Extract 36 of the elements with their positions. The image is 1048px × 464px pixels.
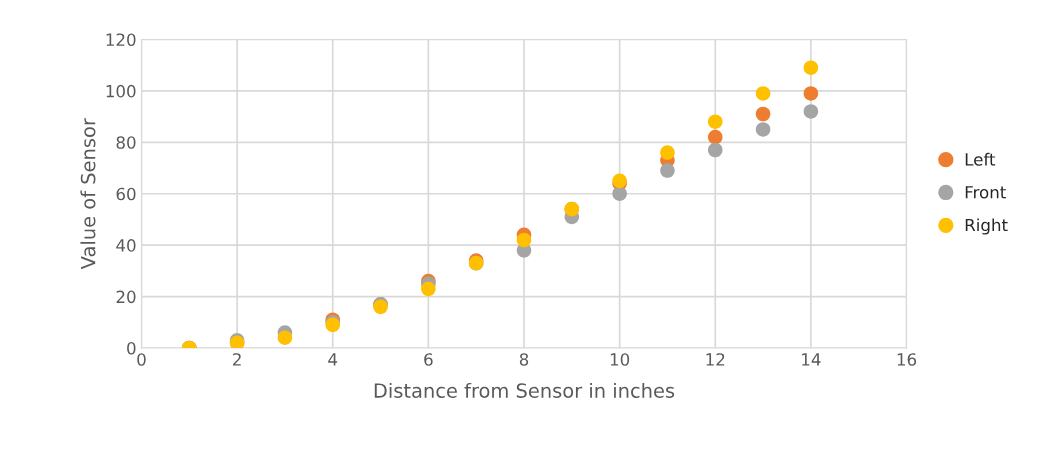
- point: [755, 86, 771, 101]
- y-tick-label: 80: [116, 136, 136, 149]
- legend-label: Right: [965, 218, 1008, 235]
- x-tick-label: 10: [610, 353, 630, 366]
- point: [277, 330, 293, 345]
- point: [707, 129, 723, 145]
- y-tick-label: 100: [106, 84, 136, 98]
- point: [755, 106, 771, 122]
- point: [660, 163, 675, 178]
- x-tick-label: 6: [424, 353, 433, 366]
- legend-label: Left: [965, 152, 996, 166]
- point: [421, 281, 436, 297]
- x-tick-label: 14: [802, 353, 821, 366]
- point: [707, 114, 723, 130]
- point: [612, 186, 627, 201]
- point: [516, 232, 532, 248]
- x-tick-label: 8: [519, 353, 529, 366]
- y-tick-label: 0: [127, 341, 136, 355]
- x-tick-label: 16: [897, 353, 917, 366]
- x-tick-label: 0: [137, 353, 146, 366]
- x-tick-label: 2: [233, 353, 241, 366]
- x-axis-title: Distance from Sensor in inches: [374, 382, 675, 398]
- y-tick-label: 60: [116, 187, 136, 201]
- y-tick-label: 120: [106, 33, 136, 47]
- x-tick-label: 4: [328, 353, 338, 366]
- point: [803, 60, 819, 76]
- point: [707, 142, 723, 158]
- point: [803, 104, 819, 119]
- x-tick-label: 12: [706, 353, 725, 366]
- legend-label: Front: [965, 186, 1006, 199]
- y-tick-label: 20: [116, 290, 136, 304]
- point: [803, 86, 819, 101]
- point: [755, 122, 771, 137]
- y-axis-title: Value of Sensor: [80, 118, 96, 270]
- y-tick-label: 40: [116, 239, 136, 252]
- point: [660, 145, 675, 160]
